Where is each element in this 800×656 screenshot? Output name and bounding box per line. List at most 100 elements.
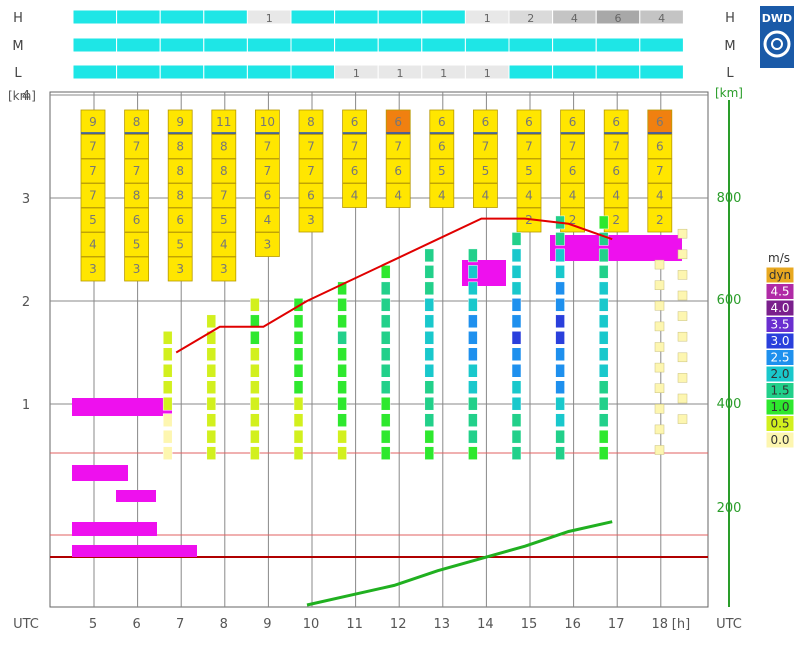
cloud-cell-m (159, 37, 205, 53)
upper-cloud-value: 4 (482, 189, 490, 203)
wind-cell (598, 347, 609, 362)
upper-cloud-value: 6 (176, 213, 184, 227)
upper-cloud-value: 6 (133, 213, 141, 227)
upper-cloud-value: 7 (89, 164, 97, 178)
upper-cloud-value: 4 (612, 189, 620, 203)
wind-cell (598, 232, 609, 246)
upper-cloud-box (211, 109, 237, 135)
x-tick-label: 13 (434, 617, 451, 632)
wind-cell (293, 429, 304, 444)
upper-cloud-box (80, 183, 106, 208)
legend-label: 1.5 (770, 384, 789, 398)
cloud-cell-value: 6 (615, 12, 622, 25)
cloud-cell-m (116, 37, 161, 53)
wind-cell (380, 396, 391, 411)
upper-cloud-value: 8 (220, 164, 228, 178)
upper-cloud-value: 7 (569, 140, 577, 154)
upper-cloud-box (80, 207, 106, 233)
upper-cloud-box (429, 183, 455, 208)
wind-cell (555, 413, 565, 427)
wind-cell (424, 429, 435, 444)
upper-cloud-value: 3 (176, 262, 184, 276)
upper-cloud-value: 3 (89, 262, 97, 276)
cloud-cell-h (639, 9, 684, 25)
wind-cell (555, 331, 565, 345)
upper-cloud-value: 3 (133, 262, 141, 276)
upper-cloud-box (124, 158, 149, 184)
wind-cell (250, 298, 260, 312)
upper-cloud-value: 8 (133, 189, 141, 203)
upper-cloud-value: 6 (351, 115, 359, 129)
wind-cell (162, 364, 173, 378)
cloud-cell-value: 1 (266, 12, 273, 25)
upper-cloud-box (211, 158, 237, 184)
wind-cell (511, 446, 522, 460)
upper-cloud-value: 8 (220, 140, 228, 154)
upper-cloud-box (647, 183, 673, 208)
upper-cloud-value: 8 (176, 189, 184, 203)
wind-cell-light (654, 259, 665, 270)
legend-label: 3.5 (770, 318, 789, 332)
wind-cell (468, 281, 478, 296)
legend-label: 2.5 (770, 351, 789, 365)
cloud-cell-h (159, 9, 205, 25)
x-tick-label: 9 (263, 617, 271, 632)
upper-cloud-value: 6 (482, 115, 490, 129)
data-lines (175, 100, 730, 607)
upper-cloud-value: 7 (307, 164, 315, 178)
wind-cell (468, 298, 478, 312)
upper-cloud-box (254, 134, 280, 159)
cloud-cell-value: 1 (353, 67, 360, 80)
upper-cloud-box (603, 134, 629, 159)
upper-cloud-box (254, 232, 280, 257)
cloud-cell-l (116, 64, 161, 80)
wind-cell (511, 298, 522, 312)
wind-cell (293, 314, 304, 329)
wind-cell (250, 314, 260, 329)
cloud-cell-m (595, 37, 641, 53)
y-axis-ticks: 4 3 2 1 800 600 400 200 (22, 89, 742, 516)
x-tick-label: 11 (346, 617, 363, 632)
wind-cell (555, 281, 565, 296)
wind-cell-light (677, 228, 688, 239)
right-tick-label: 200 (717, 501, 742, 516)
cloud-cell-h (377, 9, 423, 25)
upper-cloud-value: 4 (569, 189, 577, 203)
upper-cloud-box (342, 134, 368, 159)
upper-cloud-box (211, 183, 237, 208)
wind-cell (206, 429, 217, 444)
row-label-h-right: H (725, 11, 735, 26)
upper-cloud-value: 7 (482, 140, 490, 154)
cloud-cell-l (552, 64, 597, 80)
x-tick-label: 15 (521, 617, 538, 632)
cloud-cell-l (246, 64, 292, 80)
wind-cell (598, 265, 609, 279)
cloud-cell-m (377, 37, 423, 53)
upper-cloud-value: 4 (525, 189, 533, 203)
wind-cell (511, 347, 522, 362)
legend-label: dyn (769, 268, 791, 282)
cloud-row-labels: H M L H M L (12, 11, 735, 81)
upper-cloud-value: 2 (569, 213, 577, 227)
x-axis-ticks: 5 6 7 8 9 10 11 12 13 14 15 16 17 18 [h] (89, 617, 690, 632)
wind-cell-light (677, 270, 688, 280)
wind-cell-light (677, 352, 688, 363)
upper-cloud-value: 7 (220, 189, 228, 203)
wind-cell (468, 413, 478, 427)
wind-cell (424, 413, 435, 427)
wind-cell (380, 446, 391, 460)
upper-cloud-box (167, 109, 193, 135)
upper-cloud-box (298, 134, 324, 159)
legend-label: 3.0 (770, 334, 789, 348)
upper-cloud-box (167, 256, 193, 282)
upper-cloud-value: 4 (394, 189, 402, 203)
wind-cell (337, 331, 347, 345)
wind-cell (511, 331, 522, 345)
upper-cloud-box (472, 158, 498, 184)
upper-cloud-box (254, 109, 280, 135)
wind-cell (337, 446, 347, 460)
cloud-cell-h (72, 9, 118, 25)
upper-cloud-value: 7 (351, 140, 359, 154)
wind-cell (337, 429, 347, 444)
